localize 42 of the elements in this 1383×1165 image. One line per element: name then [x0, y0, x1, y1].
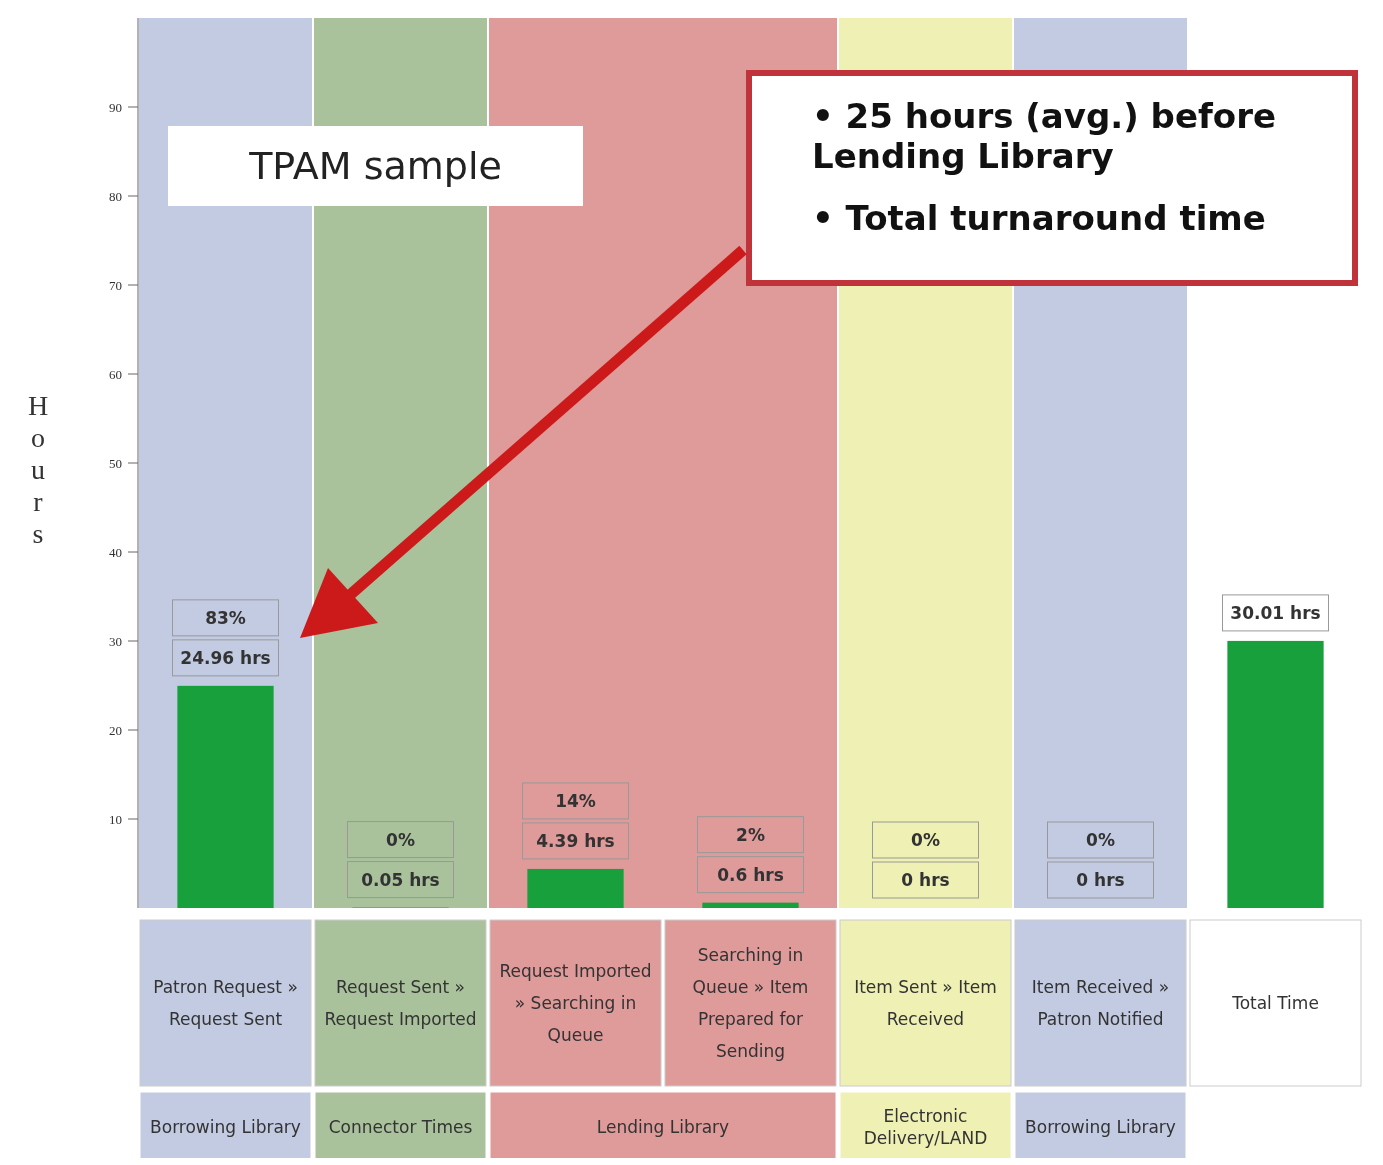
y-tick-label: 70	[109, 277, 122, 293]
y-tick-label: 50	[109, 455, 122, 471]
annotation: 0%	[1086, 830, 1115, 850]
data-label: 0 hrs	[1076, 870, 1125, 890]
text: Borrowing Library	[1025, 1117, 1176, 1137]
x-tick-label: Request Sent » Request Imported	[324, 977, 477, 1029]
text: Electronic Delivery/LAND	[863, 1106, 988, 1148]
data-label: 0 hrs	[901, 870, 950, 890]
data-label: 0.6 hrs	[717, 864, 784, 885]
bar	[702, 902, 799, 908]
annotation: 0%	[911, 830, 940, 850]
text: Lending Library	[596, 1117, 730, 1137]
data-label: 4.39 hrs	[536, 830, 615, 851]
annotation: 83%	[205, 607, 246, 628]
y-tick-label: 20	[109, 722, 122, 738]
x-tick-label: Item Received » Patron Notified	[1031, 977, 1170, 1029]
y-tick-label: 80	[109, 188, 122, 204]
x-tick-label: Item Sent » Item Received	[854, 977, 997, 1029]
data-label: 0.05 hrs	[361, 869, 440, 890]
data-label: 30.01 hrs	[1230, 602, 1321, 623]
annotation: • 25 hours (avg.) before Lending Library	[811, 96, 1277, 176]
data-label: 24.96 hrs	[180, 647, 271, 668]
annotation: 0%	[386, 829, 415, 850]
text: Connector Times	[328, 1117, 473, 1137]
x-tick-label: Patron Request » Request Sent	[153, 977, 298, 1029]
y-tick-label: 60	[109, 366, 122, 382]
y-tick-label: 30	[109, 633, 122, 649]
annotation: • Total turnaround time	[811, 198, 1267, 238]
bar	[177, 685, 274, 908]
y-tick-label: 10	[109, 811, 122, 827]
annotation: 2%	[736, 824, 765, 845]
note-box: TPAM sample	[168, 126, 583, 206]
bar	[527, 868, 624, 908]
annotation: 14%	[555, 790, 596, 811]
x-tick-label: Searching in Queue » Item Prepared for Sending	[692, 945, 809, 1061]
bar	[1227, 640, 1324, 908]
x-tick-label: Total Time	[1231, 993, 1319, 1013]
text: Borrowing Library	[150, 1117, 301, 1137]
y-tick-label: 90	[109, 99, 122, 115]
x-tick-label: Request Imported » Searching in Queue	[499, 961, 652, 1045]
y-axis-title: Hours	[27, 390, 49, 549]
y-tick-label: 40	[109, 544, 122, 560]
